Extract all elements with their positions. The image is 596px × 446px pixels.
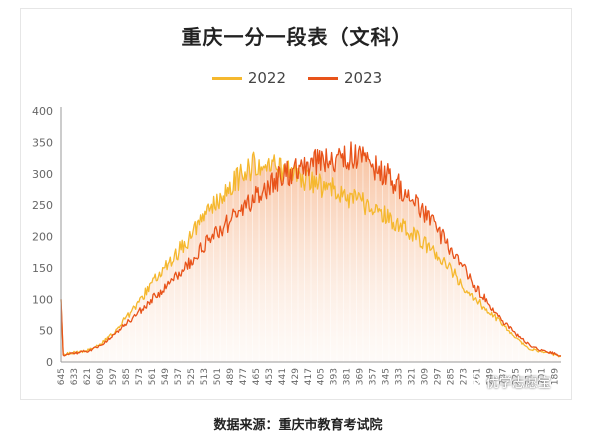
x-tick-label: 609 [96, 368, 106, 385]
x-tick-label: 345 [382, 368, 392, 385]
legend-item-2022: 2022 [211, 69, 286, 87]
x-tick-label: 441 [278, 368, 288, 385]
x-tick-label: 213 [525, 368, 535, 385]
x-tick-label: 429 [291, 368, 301, 385]
x-tick-label: 273 [460, 368, 470, 385]
y-tick-label: 0 [46, 356, 53, 369]
legend-label-2022: 2022 [247, 69, 286, 87]
x-tick-label: 465 [252, 368, 262, 385]
x-tick-label: 225 [512, 368, 522, 385]
y-tick-label: 300 [32, 168, 53, 181]
x-tick-label: 321 [408, 368, 418, 385]
legend-swatch-2022 [211, 76, 242, 80]
watermark-label: 优学志愿宝 [486, 376, 552, 391]
x-tick-label: 525 [187, 368, 197, 385]
x-tick-label: 501 [213, 368, 223, 385]
x-tick-label: 357 [369, 368, 379, 385]
x-tick-label: 333 [395, 368, 405, 385]
x-tick-label: 417 [304, 368, 314, 385]
y-tick-label: 350 [32, 136, 53, 149]
x-tick-label: 405 [317, 368, 327, 385]
x-tick-label: 561 [148, 368, 158, 385]
series-line-2022 [60, 151, 562, 358]
x-tick-label: 621 [83, 368, 93, 385]
watermark: 优学志愿宝 [468, 372, 551, 391]
wechat-icon [468, 375, 483, 388]
y-tick-label: 100 [32, 293, 53, 306]
x-tick-label: 633 [70, 368, 80, 385]
x-tick-label: 549 [161, 368, 171, 385]
x-tick-label: 477 [239, 368, 249, 385]
x-tick-label: 369 [356, 368, 366, 385]
chart-title: 重庆一分一段表（文科） [181, 25, 413, 49]
legend-item-2023: 2023 [308, 69, 382, 87]
x-tick-label: 453 [265, 368, 275, 385]
x-tick-label: 249 [486, 368, 496, 385]
x-tick-label: 537 [174, 368, 184, 385]
chart-frame: 重庆一分一段表（文科） 2022 2023 0 50 100 150 200 250 300… [20, 8, 572, 400]
y-tick-label: 400 [32, 105, 53, 118]
x-tick-label: 393 [330, 368, 340, 385]
y-tick-label: 200 [32, 231, 53, 244]
x-tick-label: 585 [122, 368, 132, 385]
x-tick-label: 201 [538, 368, 548, 385]
x-tick-label: 237 [499, 368, 509, 385]
legend: 2022 2023 [21, 69, 573, 87]
legend-label-2023: 2023 [344, 69, 383, 87]
x-tick-label: 597 [109, 368, 119, 385]
y-tick-label: 250 [32, 199, 53, 212]
x-tick-label: 645 [57, 368, 67, 385]
x-tick-label: 297 [434, 368, 444, 385]
x-tick-label: 189 [551, 368, 561, 385]
data-source-note: 数据来源：重庆市教育考试院 [213, 418, 383, 433]
x-tick-label: 489 [226, 368, 236, 385]
y-tick-label: 150 [32, 262, 53, 275]
x-tick-label: 285 [447, 368, 457, 385]
x-tick-label: 513 [200, 368, 210, 385]
series-line-2023 [60, 141, 562, 357]
legend-swatch-2023 [308, 76, 338, 80]
x-tick-label: 573 [135, 368, 145, 385]
x-tick-label: 381 [343, 368, 353, 385]
y-tick-label: 50 [39, 325, 53, 338]
x-tick-label: 309 [421, 368, 431, 385]
